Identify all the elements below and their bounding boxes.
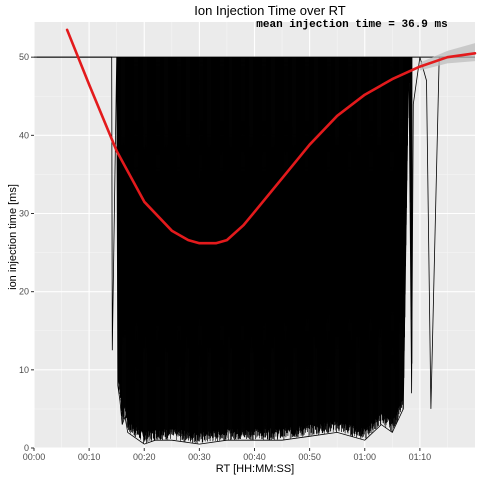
plot-panel [33, 22, 477, 449]
y-tick-label: 20 [19, 287, 29, 297]
x-tick-label: 00:40 [243, 452, 266, 462]
x-tick-label: 00:20 [133, 452, 156, 462]
x-tick-label: 00:10 [78, 452, 101, 462]
y-tick-label: 30 [19, 209, 29, 219]
chart-title: Ion Injection Time over RT [194, 3, 346, 18]
x-axis-title: RT [HH:MM:SS] [216, 463, 294, 475]
x-axis-ticks: 00:00 00:10 00:20 00:30 00:40 00:50 01:00 01:10 [23, 448, 431, 462]
x-tick-label: 00:50 [298, 452, 321, 462]
mean-annotation: mean injection time = 36.9 ms [256, 19, 447, 31]
raw-series-trace [116, 56, 413, 444]
y-tick-label: 50 [19, 52, 29, 62]
smooth-series-layer [65, 28, 477, 245]
x-tick-label: 00:30 [188, 452, 211, 462]
raw-series-layer [36, 56, 475, 445]
y-tick-label: 40 [19, 130, 29, 140]
y-tick-label: 0 [24, 443, 29, 453]
x-tick-label: 01:00 [353, 452, 376, 462]
x-tick-label: 00:00 [23, 452, 46, 462]
y-axis-title: ion injection time [ms] [7, 184, 19, 290]
x-tick-label: 01:10 [409, 452, 432, 462]
y-axis-ticks: 0 10 20 30 40 50 [19, 52, 34, 453]
y-tick-label: 10 [19, 365, 29, 375]
smoothed-series-line [65, 28, 477, 245]
raw-series-envelope [36, 56, 475, 445]
